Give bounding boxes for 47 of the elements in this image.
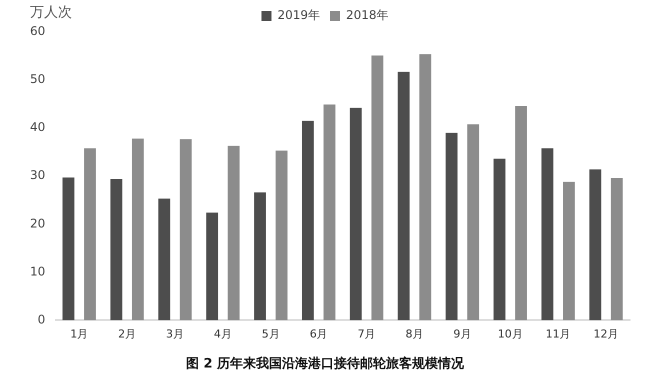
- x-tick-label: 4月: [214, 328, 232, 341]
- x-tick-label: 11月: [546, 328, 571, 341]
- x-tick-label: 6月: [310, 328, 328, 341]
- y-tick-label: 0: [38, 312, 46, 326]
- bar: [610, 178, 623, 320]
- x-tick-label: 3月: [166, 328, 184, 341]
- bar: [254, 192, 266, 320]
- bar: [206, 212, 218, 320]
- bar: [350, 108, 362, 320]
- bar: [515, 106, 527, 320]
- bar: [158, 198, 170, 320]
- x-tick-label: 1月: [70, 328, 88, 341]
- y-tick-label: 30: [30, 168, 46, 182]
- bar: [563, 182, 575, 320]
- bar: [419, 54, 432, 320]
- bar: [494, 158, 506, 320]
- bar: [541, 148, 554, 320]
- bar: [467, 124, 480, 320]
- legend-label: 2018年: [346, 8, 389, 22]
- bar: [324, 104, 336, 320]
- x-tick-label: 7月: [358, 328, 376, 341]
- bar: [446, 132, 458, 320]
- bar: [84, 148, 96, 320]
- x-tick-label: 2月: [118, 328, 136, 341]
- y-tick-label: 50: [30, 72, 46, 86]
- bar: [589, 169, 602, 320]
- bar: [302, 120, 314, 320]
- y-tick-label: 60: [30, 24, 46, 38]
- bar: [276, 150, 288, 320]
- x-tick-label: 12月: [594, 328, 619, 341]
- legend-label: 2019年: [277, 8, 320, 22]
- y-tick-label: 40: [30, 120, 46, 134]
- bar: [62, 178, 74, 320]
- x-tick-label: 10月: [498, 328, 523, 341]
- x-tick-label: 5月: [262, 328, 280, 341]
- bar: [228, 146, 240, 320]
- bar: [371, 56, 384, 320]
- bar: [132, 138, 144, 320]
- bar: [180, 139, 192, 320]
- text: 图 2 历年来我国沿海港口接待邮轮旅客规模情况: [186, 356, 466, 372]
- bar: [110, 178, 122, 320]
- y-axis-title: 万人次: [30, 4, 72, 21]
- bar: [398, 72, 410, 320]
- x-tick-label: 9月: [453, 328, 472, 341]
- y-tick-label: 10: [30, 264, 46, 278]
- x-tick-label: 8月: [405, 328, 424, 341]
- y-tick-label: 20: [30, 216, 46, 230]
